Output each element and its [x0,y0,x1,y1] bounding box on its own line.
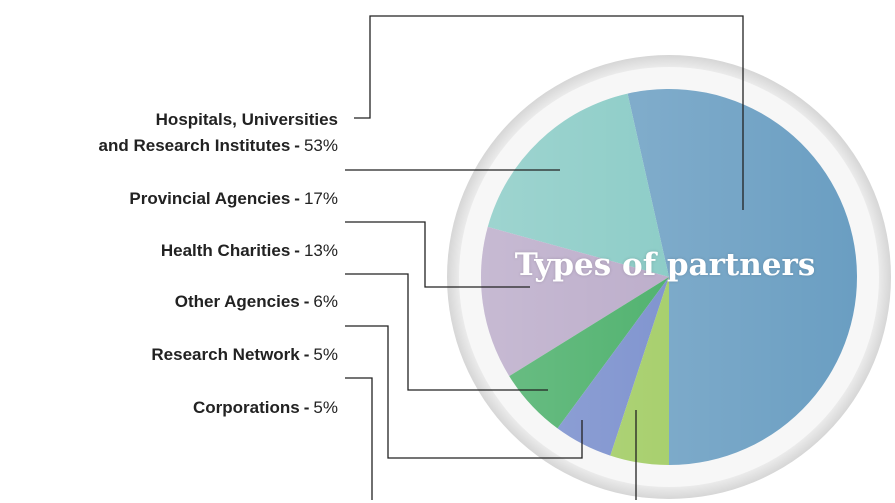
value-label: 17% [303,189,338,208]
leaders [345,15,744,500]
separator: - [294,241,300,260]
separator: - [303,292,310,311]
category-label: Other Agencies [174,292,300,311]
value-label: 5% [313,398,338,417]
separator: - [303,345,310,364]
legend-item: Hospitals, Universities and Research Ins… [99,107,338,159]
leader-line [345,325,583,459]
separator: - [294,189,300,208]
chart-title: Types of partners [514,247,816,283]
legend-item: Provincial Agencies -17% [129,186,338,212]
category-label: Research Network [151,345,300,364]
legend-item: Corporations -5% [193,395,338,421]
value-label: 53% [303,136,338,155]
legend-item: Other Agencies -6% [175,289,338,315]
legend-item: Research Network -5% [151,342,338,368]
separator: - [303,398,310,417]
leader-line [354,15,744,210]
leader-line [345,273,548,391]
value-label: 6% [313,292,338,311]
separator: - [294,136,300,155]
category-label: Provincial Agencies [129,189,291,208]
sheen [481,89,857,465]
category-label: Hospitals, Universities and Research Ins… [98,110,338,155]
pie [480,88,857,465]
category-label: Health Charities [160,241,291,260]
leader-line [345,221,530,288]
leader-line [345,377,373,500]
value-label: 13% [303,241,338,260]
legend-item: Health Charities -13% [161,238,338,264]
category-label: Corporations [193,398,300,417]
value-label: 5% [313,345,338,364]
